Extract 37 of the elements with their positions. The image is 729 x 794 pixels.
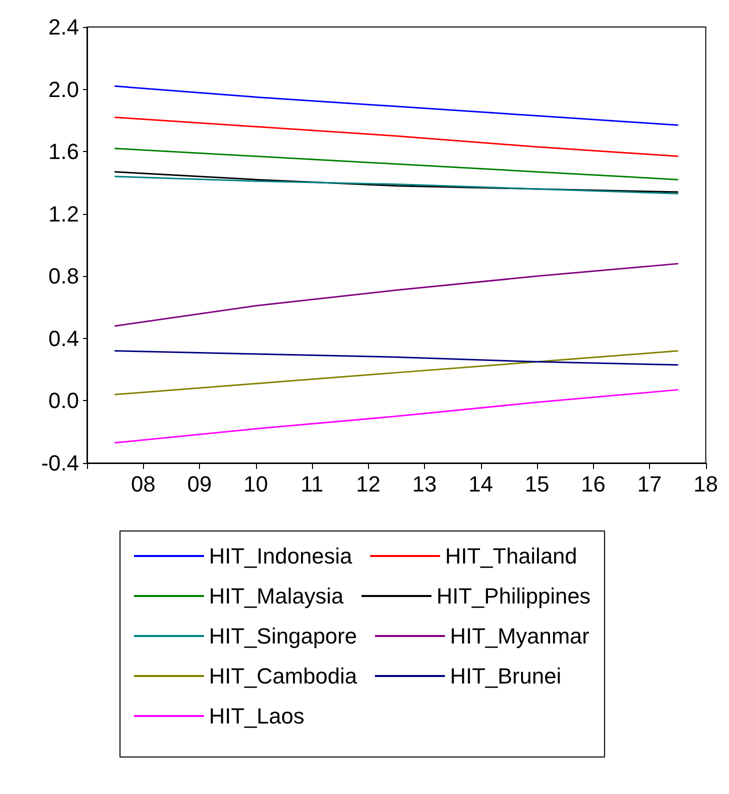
line-series [114, 85, 678, 126]
y-tick-label: 0.8 [48, 264, 79, 289]
line-series [114, 350, 678, 396]
x-tick-label: 10 [244, 472, 268, 496]
x-tick-label: 18 [694, 472, 718, 496]
x-tick-label: 09 [187, 472, 212, 496]
legend-label: HIT_Myanmar [450, 624, 590, 648]
legend-label: HIT_Philippines [436, 584, 591, 608]
line-series [114, 350, 678, 366]
x-tick-label: 13 [412, 472, 437, 496]
legend-label: HIT_Indonesia [209, 544, 353, 568]
x-tick-label: 15 [524, 472, 550, 496]
legend-label: HIT_Thailand [445, 544, 578, 568]
x-tick-label: 17 [637, 472, 662, 496]
legend-label: HIT_Malaysia [209, 584, 344, 608]
y-tick-label: 2.0 [48, 76, 79, 102]
legend-label: HIT_Cambodia [209, 664, 358, 688]
legend-label: HIT_Singapore [209, 624, 357, 648]
x-tick-label: 08 [131, 472, 156, 496]
y-tick-label: 1.2 [48, 201, 79, 226]
line-series [114, 148, 678, 180]
x-tick-label: 11 [300, 472, 324, 496]
x-tick-label: 16 [581, 472, 606, 496]
y-tick-label: 0.4 [48, 326, 79, 351]
legend-label: HIT_Brunei [450, 664, 562, 688]
line-series [114, 389, 678, 444]
y-tick-label: 1.6 [48, 139, 79, 164]
x-tick-label: 14 [468, 472, 493, 496]
y-tick-label: -0.4 [41, 450, 79, 476]
x-tick-label: 12 [356, 472, 380, 496]
legend-label: HIT_Laos [209, 704, 304, 728]
y-tick-label: 2.4 [48, 14, 79, 40]
line-series [114, 176, 678, 194]
y-tick-label: 0.0 [48, 388, 79, 414]
line-series [114, 262, 678, 327]
line-series [114, 171, 678, 193]
line-series [114, 116, 678, 157]
